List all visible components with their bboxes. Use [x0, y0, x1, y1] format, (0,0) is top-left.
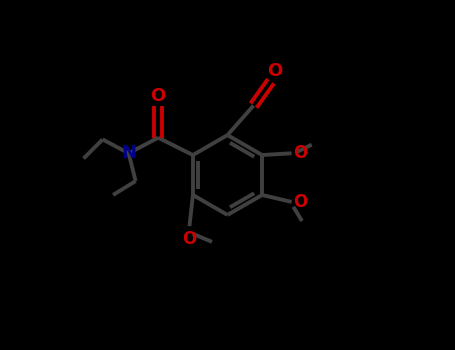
Text: O: O [267, 62, 282, 79]
Text: O: O [182, 230, 197, 248]
Text: O: O [293, 193, 307, 211]
Text: N: N [121, 144, 136, 162]
Text: O: O [293, 144, 307, 162]
Text: O: O [151, 87, 166, 105]
